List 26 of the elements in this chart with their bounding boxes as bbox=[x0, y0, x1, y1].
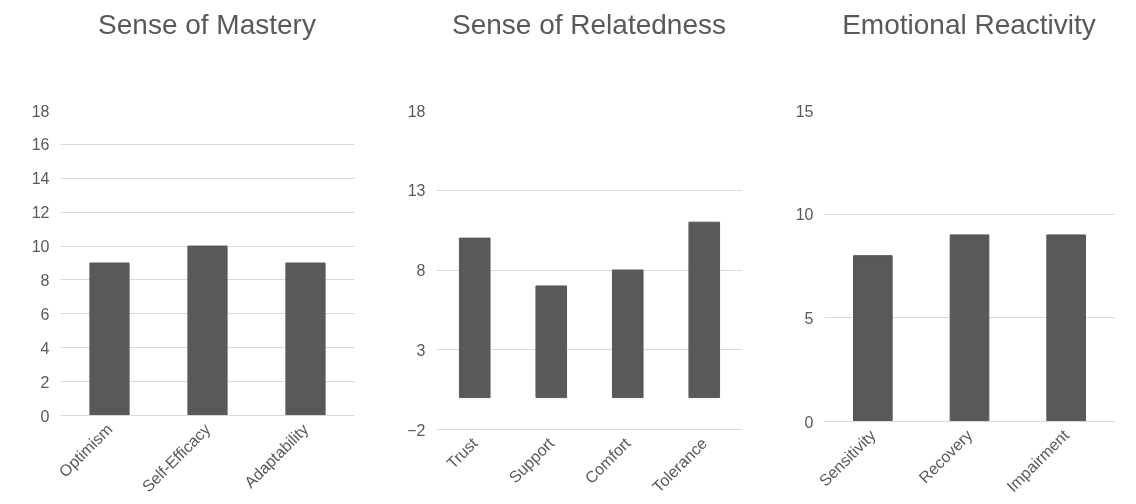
bar bbox=[458, 237, 491, 399]
chart-title: Emotional Reactivity bbox=[842, 8, 1096, 42]
bar bbox=[611, 269, 644, 399]
y-tick-label: 18 bbox=[31, 102, 50, 120]
y-tick-label: 10 bbox=[795, 206, 814, 224]
chart-title: Sense of Relatedness bbox=[452, 8, 726, 42]
y-tick-label: 2 bbox=[40, 373, 50, 391]
y-tick-label: 6 bbox=[40, 305, 50, 323]
y-tick-label: 8 bbox=[416, 262, 426, 279]
y-tick-label: 0 bbox=[804, 413, 814, 431]
chart-title: Sense of Mastery bbox=[98, 8, 316, 42]
y-tick-label: 14 bbox=[31, 170, 50, 188]
y-tick-label: 0 bbox=[40, 407, 50, 425]
y-tick-label: 8 bbox=[40, 271, 50, 289]
y-tick-label: 18 bbox=[407, 102, 426, 120]
y-tick-label: 16 bbox=[31, 136, 50, 154]
bar bbox=[535, 285, 568, 399]
y-tick-label: 15 bbox=[795, 102, 814, 120]
y-tick-label: 3 bbox=[416, 341, 426, 359]
bar bbox=[688, 221, 721, 399]
y-tick-label: 12 bbox=[31, 204, 50, 222]
y-tick-label: 5 bbox=[804, 309, 814, 327]
y-tick-label: −2 bbox=[407, 421, 426, 439]
y-tick-label: 13 bbox=[407, 182, 426, 200]
y-tick-label: 4 bbox=[40, 339, 50, 357]
y-tick-label: 10 bbox=[31, 238, 50, 256]
